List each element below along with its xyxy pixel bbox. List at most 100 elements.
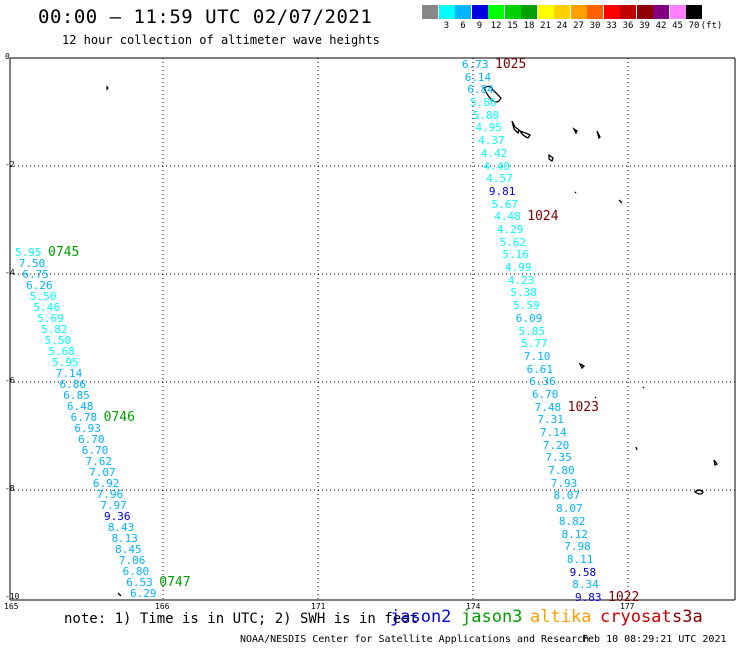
wave-height-value: 6.14	[464, 70, 492, 84]
colorbar-swatch	[471, 5, 488, 19]
wave-height-value: 7.14	[540, 426, 567, 440]
wave-height-value: 6.70	[81, 444, 109, 457]
colorbar-unit: (ft)	[700, 21, 723, 31]
colorbar-label: 21	[540, 21, 551, 31]
wave-height-value: 8.11	[566, 552, 594, 566]
pass-time-label: 0746	[103, 410, 135, 425]
colorbar-swatch	[570, 5, 587, 19]
wave-height-value: 7.98	[564, 540, 591, 554]
wave-height-value: 4.48	[494, 210, 521, 224]
island-outline	[483, 85, 502, 103]
colorbar-swatch	[669, 5, 686, 19]
credit-text: NOAA/NESDIS Center for Satellite Applica…	[240, 634, 590, 645]
colorbar-swatch	[422, 5, 438, 19]
wave-height-value: 5.46	[33, 301, 61, 314]
wave-height-value: 5.67	[491, 197, 519, 211]
timestamp-text: Feb 10 08:29:21 UTC 2021	[582, 634, 727, 645]
colorbar-label: 24	[556, 21, 568, 31]
wave-height-value: 8.07	[553, 489, 580, 503]
colorbar-swatch	[653, 5, 669, 19]
wave-height-value: 5.86	[470, 96, 497, 110]
wave-height-value: 4.40	[483, 159, 511, 173]
colorbar-label: 18	[523, 21, 535, 31]
colorbar-label: 15	[507, 21, 518, 31]
colorbar-swatch	[603, 5, 620, 19]
colorbar-label: 70	[688, 21, 700, 31]
wave-height-value: 6.84	[467, 83, 494, 97]
wave-height-value: 5.82	[40, 323, 68, 336]
map-title: 00:00 – 11:59 UTC 02/07/2021	[38, 6, 373, 28]
wave-height-value: 7.62	[85, 455, 112, 468]
wave-height-value: 5.59	[513, 299, 540, 313]
wave-height-value: 6.86	[59, 378, 87, 391]
colorbar-label: 12	[490, 21, 502, 31]
wave-height-value: 7.35	[545, 451, 572, 465]
wave-height-value: 6.29	[130, 587, 157, 600]
longitude-label: 177	[620, 602, 635, 611]
wave-height-value: 6.92	[92, 477, 120, 490]
wave-height-value: 7.48	[534, 400, 562, 414]
longitude-label: 174	[466, 602, 481, 611]
wave-height-value: 9.58	[569, 565, 597, 579]
wave-height-value: 8.45	[115, 543, 142, 556]
pass-time-label: 0745	[48, 245, 80, 260]
island-outline	[713, 459, 718, 466]
wave-height-value: 5.68	[48, 345, 75, 358]
wave-height-value: 6.78	[70, 411, 98, 424]
island-outline	[518, 129, 531, 139]
pass-time-label: 1025	[495, 57, 527, 72]
wave-height-value: 5.62	[499, 235, 527, 249]
wave-height-value: 7.06	[118, 554, 146, 567]
wave-height-value: 5.38	[510, 286, 537, 300]
wave-height-value: 5.95	[15, 246, 42, 259]
colorbar-label: 33	[606, 21, 617, 31]
wave-height-value: 6.75	[22, 268, 49, 281]
wave-height-value: 6.53	[126, 576, 153, 589]
longitude-label: 166	[155, 602, 170, 611]
island-outline	[117, 592, 122, 597]
wave-height-value: 7.50	[18, 257, 46, 270]
island-outline	[635, 446, 638, 451]
satellite-legend-jason2: jason2	[390, 607, 452, 627]
wave-height-value: 4.29	[496, 222, 524, 236]
latitude-label: -8	[5, 484, 15, 493]
wave-height-value: 8.13	[111, 532, 138, 545]
wave-height-value: 5.50	[44, 334, 72, 347]
island-outline	[572, 127, 578, 135]
wave-height-value: 7.96	[96, 488, 124, 501]
wave-height-value: 6.85	[63, 389, 90, 402]
wave-height-value: 4.42	[480, 146, 508, 160]
wave-height-value: 9.36	[104, 510, 131, 523]
colorbar-swatch	[636, 5, 653, 19]
latitude-label: -4	[5, 268, 15, 277]
island-outline	[106, 85, 109, 91]
longitude-label: 171	[311, 602, 326, 611]
wave-height-value: 6.26	[26, 279, 53, 292]
wave-height-value: 8.43	[107, 521, 135, 534]
wave-height-value: 5.77	[521, 337, 548, 351]
satellite-legend-s3a: s3a	[672, 607, 703, 627]
wave-height-value: 7.07	[89, 466, 116, 479]
colorbar-label: 6	[460, 21, 466, 31]
wave-height-value: 4.99	[505, 261, 532, 275]
island-outline	[548, 153, 554, 163]
wave-height-value: 9.81	[488, 184, 516, 198]
pass-time-label: 1023	[567, 399, 599, 415]
wave-height-value: 6.93	[74, 422, 101, 435]
wave-height-value: 8.34	[572, 578, 599, 592]
wave-height-value: 5.69	[37, 312, 64, 325]
wave-height-value: 7.93	[550, 476, 578, 490]
longitude-label: 165	[4, 602, 19, 611]
map-subtitle: 12 hour collection of altimeter wave hei…	[62, 33, 380, 47]
wave-height-value: 4.57	[486, 172, 513, 186]
colorbar-swatch	[488, 5, 504, 19]
satellite-legend-cryosat: cryosat	[600, 607, 672, 627]
colorbar-label: 39	[639, 21, 650, 31]
colorbar-label: 42	[655, 21, 667, 31]
wave-height-value: 6.48	[66, 400, 94, 413]
wave-height-value: 7.97	[100, 499, 127, 512]
colorbar-swatch	[620, 5, 636, 19]
wave-height-value: 6.70	[531, 387, 559, 401]
pass-time-label: 1022	[608, 590, 640, 605]
